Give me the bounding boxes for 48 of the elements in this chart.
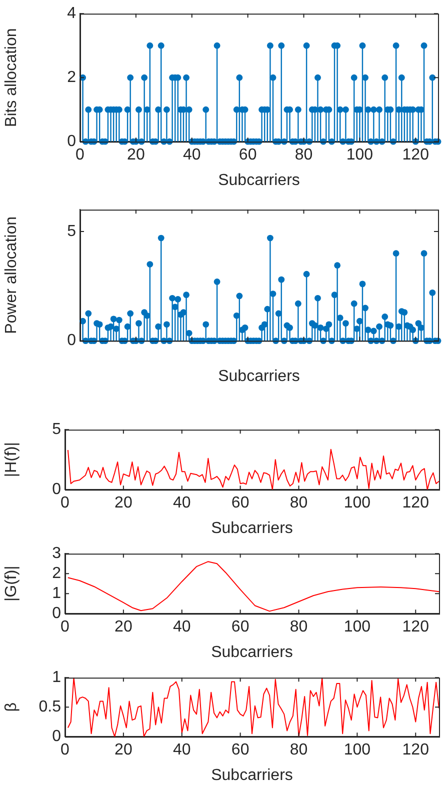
y-tick-label: 4 xyxy=(67,5,76,22)
x-tick-label: 60 xyxy=(231,742,250,759)
y-axis-title: |H(f)| xyxy=(3,442,20,478)
x-tick-label: 80 xyxy=(294,146,313,164)
x-tick-label: 60 xyxy=(231,618,250,636)
x-tick-label: 120 xyxy=(402,146,430,164)
x-tick-label: 100 xyxy=(346,146,374,164)
x-tick-label: 40 xyxy=(182,146,201,164)
x-tick-label: 40 xyxy=(172,618,191,636)
x-tick-label: 100 xyxy=(344,742,371,759)
x-tick-label: 120 xyxy=(402,618,430,636)
x-tick-label: 80 xyxy=(290,618,308,636)
x-tick-label: 100 xyxy=(344,494,371,512)
x-tick-label: 120 xyxy=(402,494,430,512)
y-tick-label: 0 xyxy=(52,605,62,622)
x-tick-label: 20 xyxy=(114,742,132,759)
x-axis-title: Subcarriers xyxy=(218,172,300,189)
x-axis-title: Subcarriers xyxy=(211,766,293,784)
y-tick-label: 1 xyxy=(52,585,62,602)
y-axis-title: β xyxy=(3,702,20,712)
x-tick-label: 20 xyxy=(114,618,132,636)
x-tick-label: 100 xyxy=(344,618,371,636)
x-tick-label: 40 xyxy=(172,494,191,512)
x-axis-title: Subcarriers xyxy=(211,520,293,537)
y-tick-label: 0 xyxy=(67,332,76,350)
x-tick-label: 40 xyxy=(172,742,191,759)
x-tick-label: 60 xyxy=(231,494,250,512)
x-axis-title: Subcarriers xyxy=(218,368,300,385)
y-tick-label: 0.5 xyxy=(38,698,62,716)
y-axis-title: Power allocation xyxy=(3,216,20,334)
y-tick-label: 0 xyxy=(52,728,62,746)
x-tick-label: 20 xyxy=(114,494,132,512)
y-tick-label: 2 xyxy=(67,69,76,86)
y-tick-label: 1 xyxy=(52,669,62,686)
y-tick-label: 3 xyxy=(52,545,62,562)
y-tick-label: 2 xyxy=(52,565,62,582)
y-tick-label: 5 xyxy=(67,222,76,240)
x-axis-title: Subcarriers xyxy=(211,644,293,661)
y-tick-label: 0 xyxy=(67,133,76,150)
x-tick-label: 60 xyxy=(238,146,257,164)
y-tick-label: 0 xyxy=(52,481,62,498)
y-axis-title: Bits allocation xyxy=(3,28,20,127)
x-tick-label: 120 xyxy=(402,742,430,759)
x-tick-label: 20 xyxy=(127,146,145,164)
x-tick-label: 80 xyxy=(290,494,308,512)
x-tick-label: 80 xyxy=(290,742,308,759)
y-tick-label: 5 xyxy=(52,421,62,438)
y-axis-title: |G(f)| xyxy=(3,566,20,602)
